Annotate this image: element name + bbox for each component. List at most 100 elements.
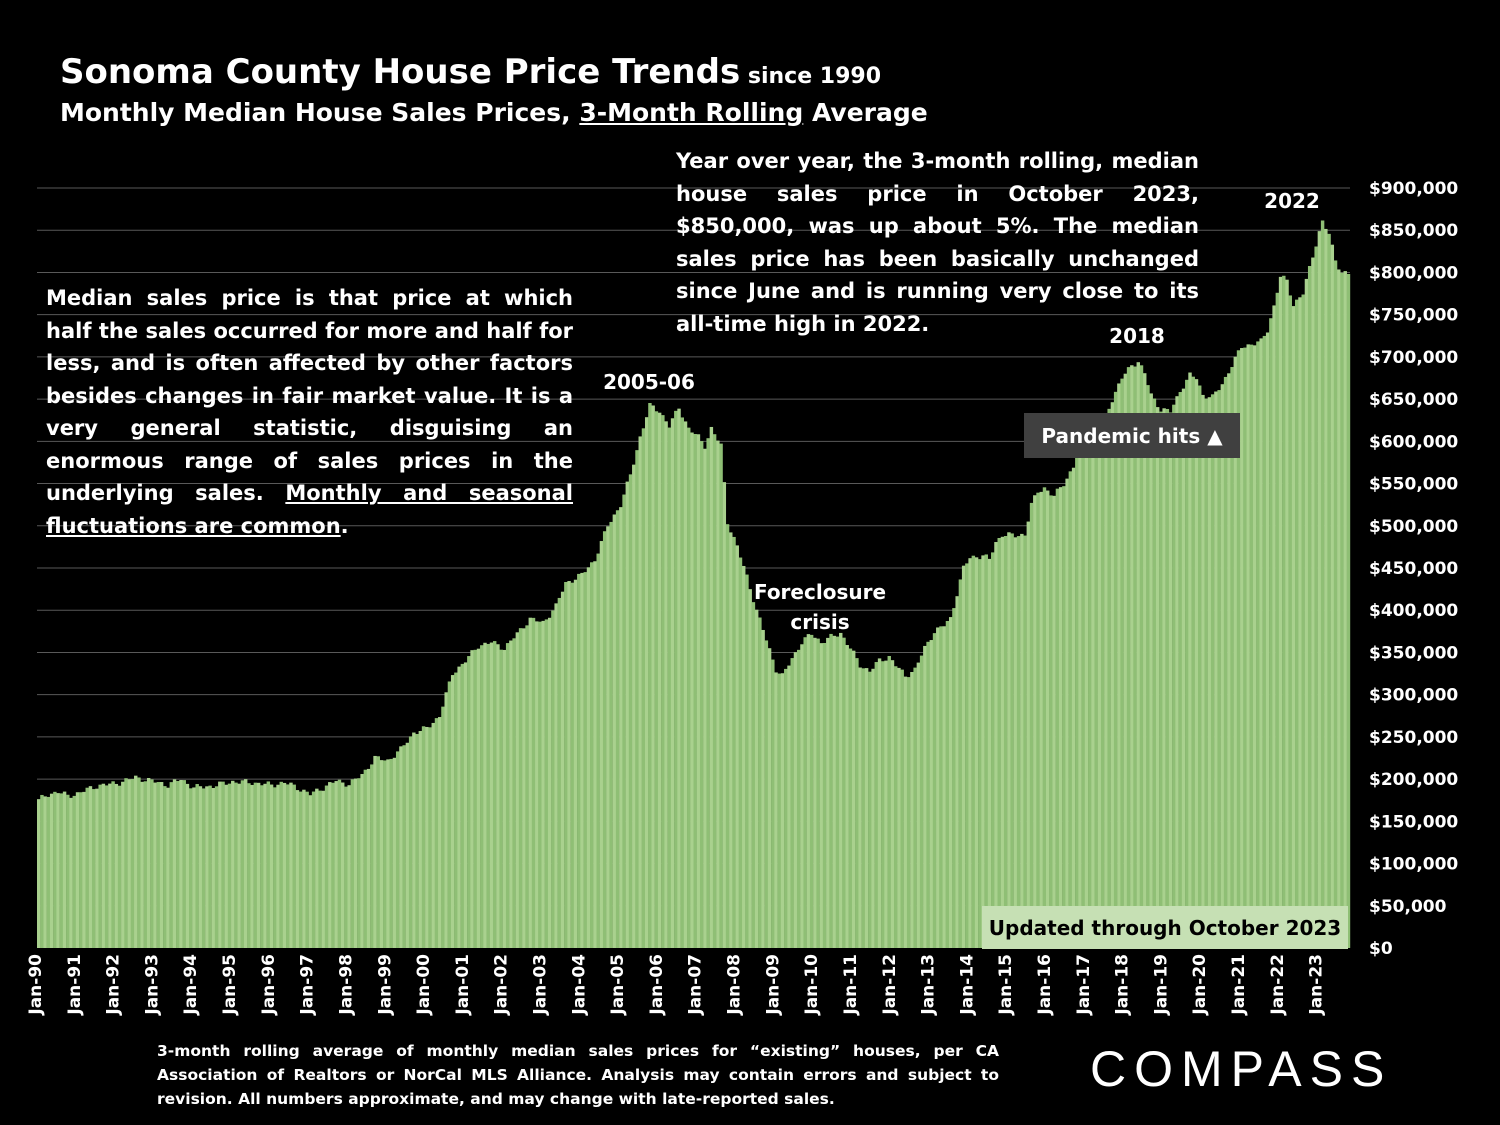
bar: [282, 782, 287, 948]
bar: [502, 649, 507, 948]
bar: [221, 781, 225, 948]
bar: [395, 751, 400, 948]
bar: [237, 783, 241, 948]
x-tick-label: Jan-15: [996, 954, 1016, 1016]
bar: [641, 428, 646, 948]
bar: [143, 781, 148, 948]
bar: [590, 562, 594, 948]
bar: [292, 784, 296, 948]
y-tick-label: $800,000: [1369, 263, 1458, 283]
x-tick-label: Jan-08: [725, 954, 745, 1016]
x-tick-label: Jan-21: [1229, 954, 1249, 1016]
x-tick-label: Jan-96: [259, 954, 279, 1016]
bar: [438, 717, 442, 948]
bar: [1240, 348, 1244, 948]
bar: [622, 494, 626, 948]
bar: [955, 596, 959, 948]
bar: [344, 786, 348, 948]
bar: [1113, 391, 1118, 949]
bar: [185, 783, 190, 948]
bar: [402, 745, 406, 948]
bar: [418, 731, 423, 948]
bar: [948, 617, 953, 948]
bar: [1269, 318, 1273, 949]
bar: [664, 421, 668, 949]
bar: [1159, 411, 1163, 949]
bar: [263, 783, 267, 948]
bar: [1275, 292, 1280, 948]
x-tick-label: Jan-14: [957, 954, 977, 1016]
x-tick-label: Jan-90: [26, 954, 46, 1016]
bar: [305, 791, 309, 948]
bar: [460, 663, 465, 948]
bar: [1165, 408, 1170, 949]
x-tick-label: Jan-97: [298, 954, 318, 1016]
bar: [538, 621, 542, 948]
bar: [1052, 495, 1056, 948]
bar: [1185, 379, 1189, 948]
bar: [906, 677, 911, 948]
bar: [635, 450, 639, 948]
x-tick-label: Jan-02: [492, 954, 512, 1016]
bar: [389, 758, 393, 948]
x-tick-label: Jan-09: [763, 954, 783, 1016]
bar: [991, 552, 995, 948]
y-tick-label: $350,000: [1369, 643, 1458, 663]
bar: [480, 645, 484, 948]
bar: [1120, 378, 1124, 948]
bar: [1081, 435, 1086, 949]
bar: [483, 642, 487, 948]
bar: [49, 793, 54, 948]
bar: [509, 640, 513, 948]
bar: [586, 567, 591, 948]
y-axis-ticks: $0 $50,000 $100,000 $150,000 $200,000 $250,00…: [1369, 179, 1458, 959]
bar: [932, 633, 937, 948]
bar: [1178, 392, 1183, 948]
bar: [1333, 260, 1338, 949]
bar: [632, 464, 636, 948]
bar: [243, 779, 248, 948]
bar: [677, 408, 681, 948]
bar: [742, 565, 746, 948]
bar: [1020, 533, 1024, 948]
x-tick-label: Jan-93: [142, 954, 162, 1016]
bar: [1162, 408, 1166, 948]
bars: [37, 220, 1351, 949]
bar: [266, 781, 271, 948]
bar: [163, 786, 167, 948]
bar: [1236, 350, 1241, 948]
bar: [583, 572, 587, 948]
bar: [1320, 220, 1325, 949]
bar: [518, 628, 523, 948]
y-tick-label: $200,000: [1369, 770, 1458, 790]
bar: [1007, 532, 1011, 948]
bar: [279, 781, 283, 948]
bar: [95, 788, 99, 948]
bar: [489, 642, 494, 948]
bar: [328, 782, 332, 948]
bar: [1126, 367, 1131, 948]
bar: [134, 775, 138, 948]
bar: [564, 582, 568, 948]
bar: [638, 436, 642, 948]
bar: [467, 656, 471, 948]
bar: [153, 782, 157, 948]
x-tick-label: Jan-22: [1268, 954, 1288, 1016]
bar: [421, 726, 426, 948]
x-tick-label: Jan-12: [880, 954, 900, 1016]
bar: [137, 777, 141, 948]
bar: [1246, 344, 1250, 948]
bar: [140, 781, 144, 948]
y-tick-label: $450,000: [1369, 559, 1458, 579]
bar: [687, 427, 691, 948]
bar: [1272, 305, 1276, 948]
x-tick-label: Jan-00: [414, 954, 434, 1016]
bar: [40, 794, 44, 948]
bar: [1175, 396, 1179, 948]
subtitle-part1: Monthly Median House Sales Prices,: [60, 98, 580, 127]
bar: [877, 658, 882, 948]
bar: [725, 524, 730, 948]
bar: [383, 760, 387, 948]
bar: [399, 746, 403, 948]
